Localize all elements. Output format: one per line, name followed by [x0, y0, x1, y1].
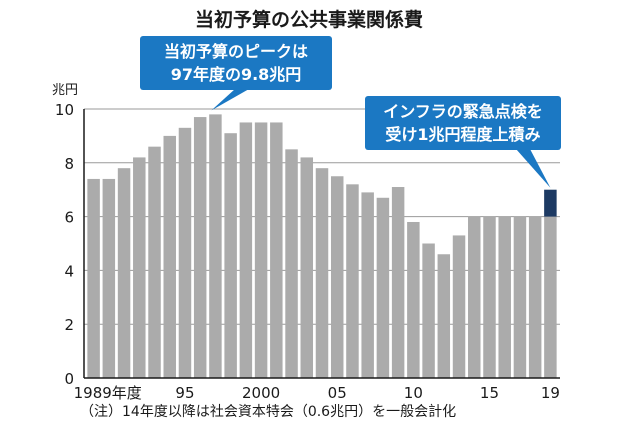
y-tick-label: 6: [64, 209, 74, 227]
x-tick-label: 10: [404, 384, 423, 402]
bar: [376, 197, 390, 378]
callout-pointer: [211, 89, 249, 111]
bar: [407, 221, 420, 378]
y-tick-label: 4: [64, 262, 74, 280]
x-tick-label: 15: [480, 384, 499, 402]
bar: [102, 178, 116, 378]
bar: [133, 157, 146, 378]
bar: [452, 235, 466, 378]
x-tick-label: 19: [541, 384, 560, 402]
bar: [346, 184, 359, 378]
x-tick-label: 95: [175, 384, 194, 402]
bar: [193, 117, 207, 378]
axis-layer: 0 2 4 6 8 10 1989年度 95 2000 05 10 15 19: [55, 101, 560, 402]
bar: [315, 168, 329, 378]
bar: [224, 133, 237, 378]
y-tick-label: 10: [55, 101, 74, 119]
y-tick-label: 2: [64, 316, 74, 334]
callout-text-line: インフラの緊急点検を: [383, 102, 543, 121]
chart-title: 当初予算の公共事業関係費: [195, 8, 423, 31]
bar: [483, 216, 496, 378]
bar-layer: [87, 114, 557, 378]
y-tick-label: 0: [64, 370, 74, 388]
callout-box: [140, 36, 332, 90]
bar: [285, 149, 298, 378]
bar: [209, 114, 222, 378]
bar: [300, 157, 314, 378]
bar: [437, 254, 451, 378]
bar: [254, 122, 268, 378]
bar: [468, 216, 481, 378]
x-tick-label: 05: [328, 384, 347, 402]
callout-text-line: 当初予算のピークは: [164, 42, 308, 61]
bar: [391, 187, 405, 378]
bar: [163, 135, 176, 378]
chart-note: （注）14年度以降は社会資本特会（0.6兆円）を一般会計化: [80, 404, 456, 420]
bar: [270, 122, 283, 378]
callout-box: [365, 96, 561, 150]
x-tick-label: 2000: [242, 384, 280, 402]
bar: [528, 216, 542, 378]
bar: [239, 122, 253, 378]
x-tick-label: 1989年度: [74, 384, 142, 402]
callout-text-line: 97年度の9.8兆円: [171, 65, 302, 84]
bar: [361, 192, 374, 378]
y-axis-unit: 兆円: [52, 83, 78, 98]
callout-pointer: [516, 149, 551, 188]
bar: [87, 178, 100, 378]
bar: [117, 168, 131, 378]
bar-highlight-segment: [544, 189, 557, 217]
bar: [330, 176, 344, 378]
bar: [148, 146, 161, 378]
y-tick-label: 8: [64, 155, 74, 173]
bar: [498, 216, 511, 378]
bar: [544, 216, 557, 378]
bar: [178, 127, 192, 378]
bar: [513, 216, 527, 378]
bar: [422, 243, 435, 378]
callout-text-line: 受け1兆円程度上積み: [385, 125, 540, 144]
